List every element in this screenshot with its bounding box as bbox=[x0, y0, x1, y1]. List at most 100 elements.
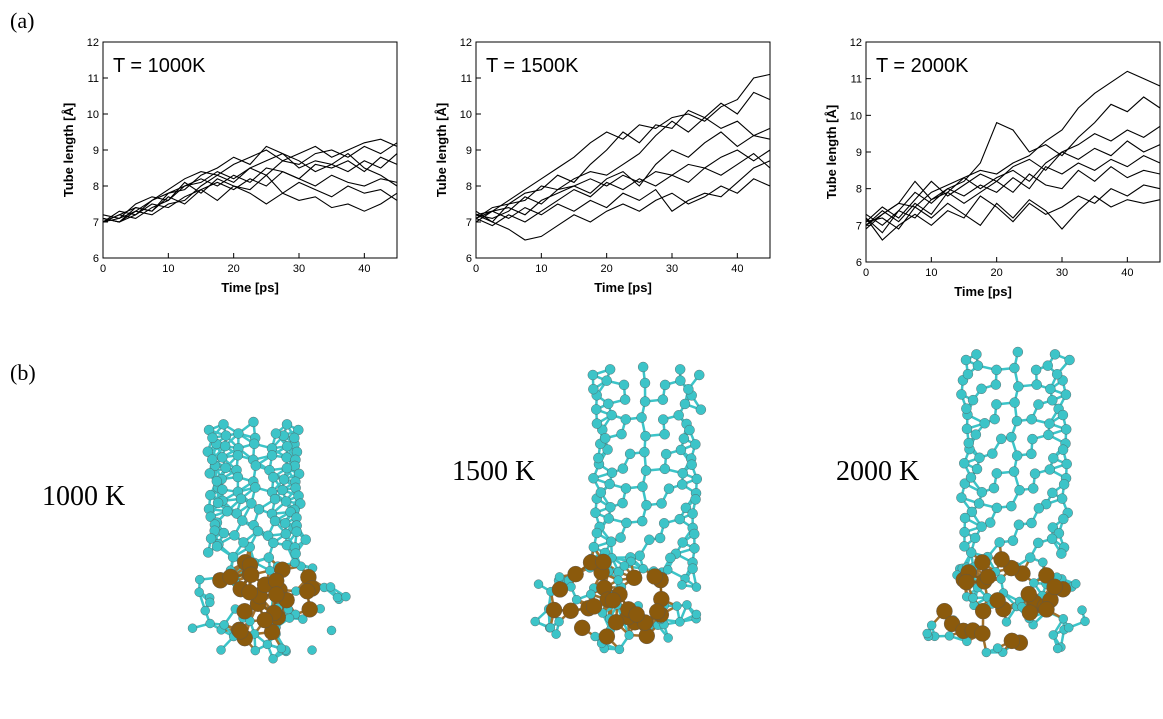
atom bbox=[961, 403, 972, 414]
x-tick-label: 10 bbox=[535, 263, 547, 275]
atom bbox=[663, 565, 673, 575]
atom bbox=[620, 483, 632, 494]
atom bbox=[617, 497, 628, 509]
atom bbox=[1031, 379, 1042, 390]
atom bbox=[682, 600, 692, 610]
y-tick-label: 9 bbox=[466, 145, 472, 157]
atom bbox=[604, 478, 615, 490]
y-tick-label: 12 bbox=[460, 37, 472, 49]
atom bbox=[301, 601, 318, 618]
atom bbox=[1044, 418, 1055, 429]
x-tick-label: 40 bbox=[731, 263, 743, 275]
y-tick-label: 11 bbox=[88, 73, 99, 85]
series-line bbox=[102, 152, 398, 223]
atom bbox=[601, 375, 612, 386]
atom bbox=[640, 465, 652, 476]
x-tick-label: 40 bbox=[358, 263, 370, 275]
x-tick-label: 30 bbox=[293, 263, 305, 275]
atom bbox=[690, 494, 701, 505]
atom bbox=[269, 493, 281, 505]
series-line bbox=[102, 156, 398, 219]
atom bbox=[1042, 360, 1053, 371]
atom bbox=[979, 568, 997, 586]
atom bbox=[332, 592, 343, 603]
y-tick-label: 6 bbox=[856, 257, 862, 269]
atom bbox=[1033, 537, 1044, 549]
atom bbox=[675, 617, 685, 627]
atom bbox=[660, 448, 672, 460]
atom bbox=[227, 551, 239, 563]
atom bbox=[996, 433, 1007, 445]
atom bbox=[1026, 414, 1037, 425]
atom bbox=[262, 639, 273, 650]
atom bbox=[202, 547, 214, 558]
atom bbox=[960, 354, 972, 366]
series-line bbox=[475, 116, 771, 223]
atom bbox=[646, 568, 663, 585]
atom bbox=[266, 450, 278, 461]
atom bbox=[992, 643, 1003, 653]
atom bbox=[276, 643, 287, 654]
y-axis-label: Tube length [Å] bbox=[61, 103, 76, 197]
atom bbox=[621, 517, 632, 529]
atom bbox=[1012, 346, 1024, 358]
atom bbox=[1057, 409, 1069, 421]
series-line bbox=[865, 125, 1161, 223]
atom bbox=[677, 537, 688, 548]
atom bbox=[1056, 493, 1068, 504]
atom bbox=[587, 369, 599, 381]
atom bbox=[250, 482, 261, 493]
atom bbox=[674, 364, 686, 375]
atom bbox=[281, 452, 292, 463]
atom bbox=[290, 558, 300, 568]
atom bbox=[987, 448, 998, 459]
atom bbox=[658, 518, 670, 529]
atom bbox=[299, 583, 316, 600]
atom bbox=[585, 598, 603, 615]
atom bbox=[959, 458, 970, 469]
atom bbox=[298, 614, 308, 624]
atom bbox=[639, 377, 651, 389]
atom bbox=[636, 412, 647, 423]
atom bbox=[280, 528, 292, 540]
atom bbox=[554, 572, 565, 582]
atom bbox=[616, 428, 627, 440]
y-tick-label: 7 bbox=[856, 220, 862, 232]
atom bbox=[637, 361, 649, 373]
series-line bbox=[475, 73, 771, 216]
series-line bbox=[102, 145, 398, 223]
atom bbox=[590, 631, 600, 642]
atom bbox=[684, 424, 695, 436]
atom bbox=[687, 508, 698, 519]
atom bbox=[624, 448, 636, 460]
y-tick-label: 11 bbox=[461, 73, 472, 85]
atom bbox=[991, 502, 1003, 514]
y-tick-label: 8 bbox=[93, 181, 99, 193]
atom bbox=[1047, 395, 1058, 406]
atom bbox=[961, 423, 973, 435]
atom bbox=[985, 517, 996, 528]
atom bbox=[219, 620, 229, 630]
annotation: T = 1000K bbox=[113, 55, 206, 77]
series-line bbox=[475, 160, 771, 220]
atom bbox=[236, 603, 253, 620]
atom bbox=[533, 579, 544, 589]
atom bbox=[659, 429, 670, 440]
atom bbox=[1011, 450, 1023, 461]
atom bbox=[212, 497, 224, 509]
atom bbox=[968, 593, 978, 603]
atom bbox=[617, 463, 629, 474]
atom bbox=[1033, 503, 1045, 514]
atom bbox=[1025, 552, 1036, 563]
atom bbox=[971, 349, 982, 360]
atom bbox=[991, 468, 1002, 479]
atom bbox=[1033, 399, 1044, 410]
atom bbox=[663, 633, 673, 643]
atom bbox=[1060, 389, 1072, 400]
panel-label: (b) bbox=[10, 360, 36, 385]
series-line bbox=[865, 140, 1161, 230]
atom bbox=[1027, 433, 1038, 445]
atom bbox=[307, 645, 317, 655]
x-axis-label: Time [ps] bbox=[221, 280, 279, 295]
atom bbox=[620, 414, 631, 425]
